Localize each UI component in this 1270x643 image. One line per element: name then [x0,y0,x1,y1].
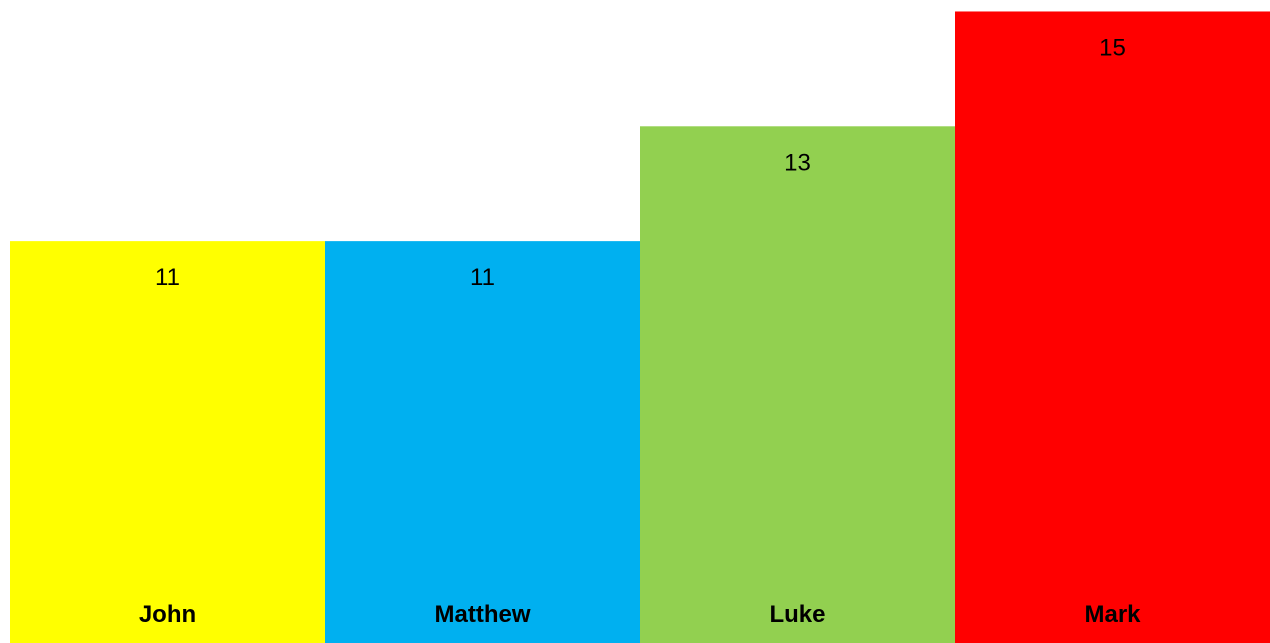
bar-matthew [325,241,641,643]
category-label-mark: Mark [1084,601,1141,628]
value-label-mark: 15 [1099,34,1126,61]
category-label-matthew: Matthew [435,601,531,628]
bar-john [10,241,326,643]
value-label-luke: 13 [784,149,811,176]
bar-luke [640,126,956,643]
category-label-luke: Luke [769,601,825,628]
category-label-john: John [139,601,196,628]
bar-mark [955,11,1270,643]
category-labels-group: John Matthew Luke Mark [139,601,1141,628]
bars-group [10,11,1270,643]
value-label-john: 11 [155,264,180,291]
value-label-matthew: 11 [470,264,495,291]
value-labels-group: 11 11 13 15 [155,34,1126,291]
